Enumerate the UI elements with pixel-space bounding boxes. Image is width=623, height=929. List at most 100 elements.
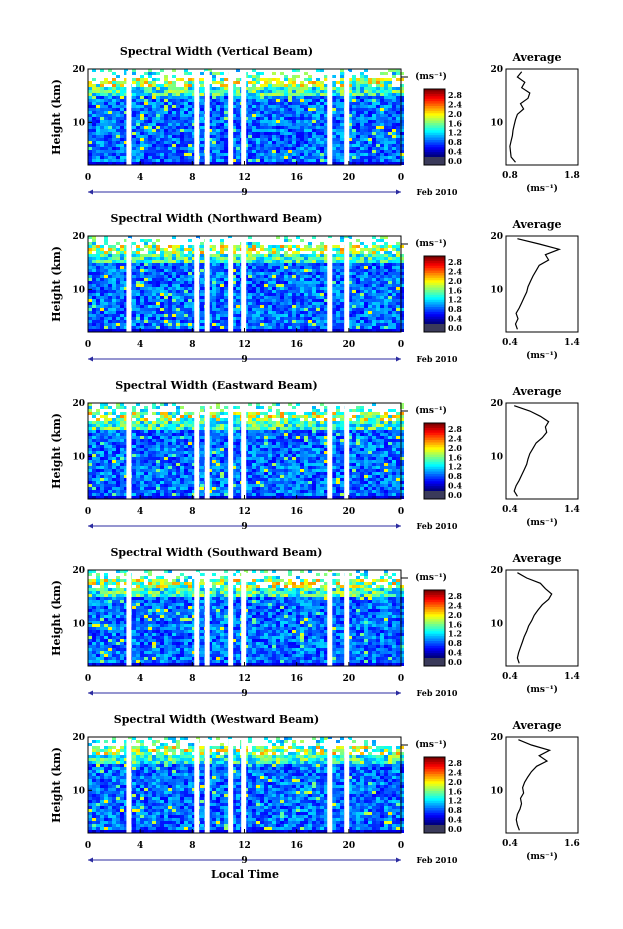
heatmap-cell: [340, 302, 344, 305]
y-tick-label: 10: [72, 118, 85, 128]
heatmap-cell: [224, 138, 228, 141]
heatmap-cell: [92, 305, 96, 308]
heatmap-cell: [144, 278, 148, 281]
heatmap-cell: [268, 150, 272, 153]
heatmap-cell: [292, 326, 296, 329]
heatmap-cell: [384, 87, 388, 90]
heatmap-cell: [172, 281, 176, 284]
heatmap-cell: [288, 263, 292, 266]
heatmap-cell: [164, 93, 168, 96]
heatmap-cell: [380, 317, 384, 320]
heatmap-cell: [112, 135, 116, 138]
heatmap-cell: [192, 99, 196, 102]
heatmap-cell: [248, 135, 252, 138]
heatmap-cell: [192, 123, 196, 126]
heatmap-cell: [144, 245, 148, 248]
heatmap-cell: [348, 263, 352, 266]
heatmap-cell: [320, 84, 324, 87]
heatmap-cell: [212, 93, 216, 96]
heatmap-cell: [308, 314, 312, 317]
heatmap-cell: [392, 96, 396, 99]
heatmap-cell: [156, 150, 160, 153]
heatmap-cell: [296, 150, 300, 153]
heatmap-cell: [232, 257, 236, 260]
heatmap-cell: [104, 90, 108, 93]
heatmap-cell: [364, 266, 368, 269]
heatmap-cell: [380, 263, 384, 266]
heatmap-cell: [288, 266, 292, 269]
heatmap-cell: [156, 406, 160, 409]
heatmap-cell: [176, 299, 180, 302]
heatmap-cell: [380, 281, 384, 284]
heatmap-cell: [380, 117, 384, 120]
heatmap-cell: [136, 144, 140, 147]
heatmap-cell: [116, 159, 120, 162]
heatmap-cell: [176, 323, 180, 326]
heatmap-cell: [320, 326, 324, 329]
heatmap-cell: [248, 162, 252, 165]
x-tick-label: 4: [137, 173, 143, 183]
heatmap-cell: [380, 159, 384, 162]
heatmap-cell: [184, 150, 188, 153]
heatmap-cell: [88, 81, 92, 84]
heatmap-cell: [384, 284, 388, 287]
heatmap-cell: [180, 90, 184, 93]
colorbar-tick-label: 1.6: [448, 118, 462, 128]
heatmap-cell: [208, 293, 212, 296]
heatmap-cell: [188, 326, 192, 329]
heatmap-cell: [88, 296, 92, 299]
heatmap-cell: [180, 290, 184, 293]
heatmap-cell: [332, 272, 336, 275]
heatmap-cell: [184, 135, 188, 138]
heatmap-cell: [352, 248, 356, 251]
heatmap-cell: [380, 123, 384, 126]
heatmap-cell: [380, 78, 384, 81]
heatmap-cell: [88, 254, 92, 257]
heatmap-cell: [400, 156, 404, 159]
heatmap-cell: [260, 114, 264, 117]
heatmap-cell: [120, 248, 124, 251]
heatmap-cell: [140, 263, 144, 266]
heatmap-cell: [308, 254, 312, 257]
heatmap-cell: [92, 287, 96, 290]
heatmap-cell: [324, 93, 328, 96]
heatmap-cell: [208, 263, 212, 266]
heatmap-cell: [376, 162, 380, 165]
data-gap: [228, 238, 234, 332]
heatmap-cell: [256, 406, 260, 409]
heatmap-cell: [312, 412, 316, 415]
heatmap-cell: [216, 293, 220, 296]
heatmap-cell: [316, 254, 320, 257]
heatmap-cell: [132, 78, 136, 81]
heatmap-cell: [88, 132, 92, 135]
heatmap-cell: [288, 129, 292, 132]
heatmap-cell: [368, 144, 372, 147]
heatmap-cell: [140, 284, 144, 287]
heatmap-cell: [200, 281, 204, 284]
heatmap-cell: [296, 99, 300, 102]
heatmap-cell: [284, 159, 288, 162]
heatmap-cell: [172, 403, 176, 406]
heatmap-cell: [88, 144, 92, 147]
heatmap-cell: [124, 141, 128, 144]
heatmap-cell: [168, 266, 172, 269]
heatmap-cell: [200, 329, 204, 332]
heatmap-cell: [388, 329, 392, 332]
heatmap-cell: [252, 75, 256, 78]
heatmap-cell: [100, 257, 104, 260]
heatmap-cell: [184, 81, 188, 84]
heatmap-cell: [100, 260, 104, 263]
heatmap-cell: [140, 299, 144, 302]
heatmap-cell: [168, 126, 172, 129]
heatmap-cell: [208, 326, 212, 329]
heatmap-cell: [156, 105, 160, 108]
heatmap-cell: [220, 326, 224, 329]
heatmap-cell: [144, 72, 148, 75]
heatmap-cell: [144, 162, 148, 165]
heatmap-cell: [184, 290, 188, 293]
heatmap-cell: [176, 326, 180, 329]
heatmap-cell: [176, 120, 180, 123]
heatmap-cell: [112, 138, 116, 141]
heatmap-cell: [296, 260, 300, 263]
heatmap-cell: [164, 117, 168, 120]
